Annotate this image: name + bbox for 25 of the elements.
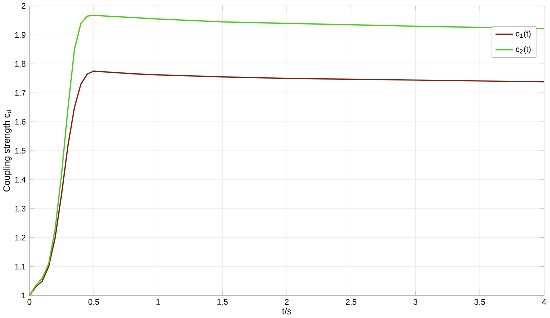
x-axis-title: t/s bbox=[282, 308, 292, 315]
x-tick-label: 0 bbox=[28, 299, 32, 306]
y-tick-label: 1.9 bbox=[15, 32, 26, 38]
x-tick-label: 0.5 bbox=[88, 299, 100, 306]
y-tick-label: 1.6 bbox=[15, 119, 26, 125]
y-tick-label: 1.2 bbox=[15, 234, 26, 241]
x-tick-label: 2.5 bbox=[346, 299, 357, 306]
y-axis-title: Coupling strength c$_{d}$ bbox=[3, 110, 12, 192]
x-tick-label: 4 bbox=[542, 299, 546, 305]
y-tick-label: 2 bbox=[22, 3, 26, 10]
legend-label: c$_{2}$(t) bbox=[516, 46, 531, 54]
x-tick-label: 1.5 bbox=[218, 299, 228, 305]
y-tick-label: 1.4 bbox=[15, 177, 26, 183]
y-tick-label: 1.7 bbox=[15, 90, 26, 96]
x-tick-label: 3 bbox=[414, 299, 418, 306]
x-tick-label: 2 bbox=[285, 299, 289, 305]
x-tick-label: 1 bbox=[156, 299, 160, 305]
y-tick-label: 1 bbox=[22, 292, 26, 298]
y-tick-label: 1.5 bbox=[15, 148, 26, 154]
legend-label: c$_{1}$(t) bbox=[516, 30, 531, 38]
x-tick-label: 3.5 bbox=[474, 299, 486, 306]
line-series bbox=[30, 70, 544, 296]
y-tick-label: 1.8 bbox=[15, 61, 26, 67]
y-tick-label: 1.3 bbox=[15, 206, 26, 212]
y-tick-label: 1.1 bbox=[15, 264, 26, 270]
